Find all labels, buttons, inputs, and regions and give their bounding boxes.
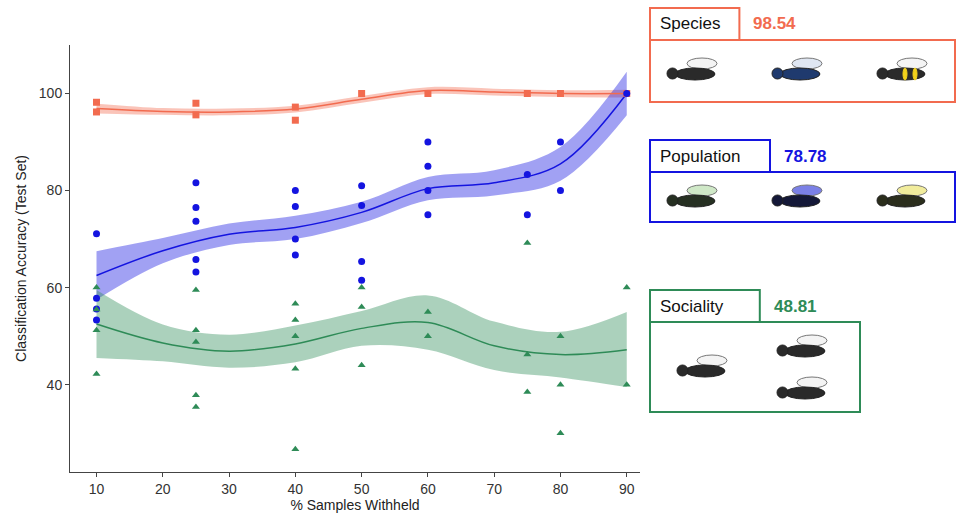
svg-text:98.54: 98.54 [753, 14, 796, 33]
svg-text:Species: Species [660, 14, 720, 33]
svg-text:50: 50 [354, 481, 370, 497]
svg-text:48.81: 48.81 [774, 297, 817, 316]
svg-text:80: 80 [553, 481, 569, 497]
svg-text:Classification Accuracy (Test: Classification Accuracy (Test Set) [13, 155, 29, 362]
svg-text:80: 80 [47, 182, 63, 198]
svg-text:20: 20 [155, 481, 171, 497]
svg-text:90: 90 [619, 481, 635, 497]
svg-text:60: 60 [420, 481, 436, 497]
svg-text:78.78: 78.78 [784, 147, 827, 166]
svg-text:% Samples Withheld: % Samples Withheld [290, 497, 419, 513]
svg-text:70: 70 [486, 481, 502, 497]
svg-text:Population: Population [660, 147, 740, 166]
svg-text:100: 100 [39, 85, 63, 101]
svg-text:30: 30 [221, 481, 237, 497]
svg-text:Sociality: Sociality [660, 297, 724, 316]
svg-text:60: 60 [47, 280, 63, 296]
svg-text:10: 10 [89, 481, 105, 497]
svg-text:40: 40 [47, 377, 63, 393]
svg-text:40: 40 [288, 481, 304, 497]
